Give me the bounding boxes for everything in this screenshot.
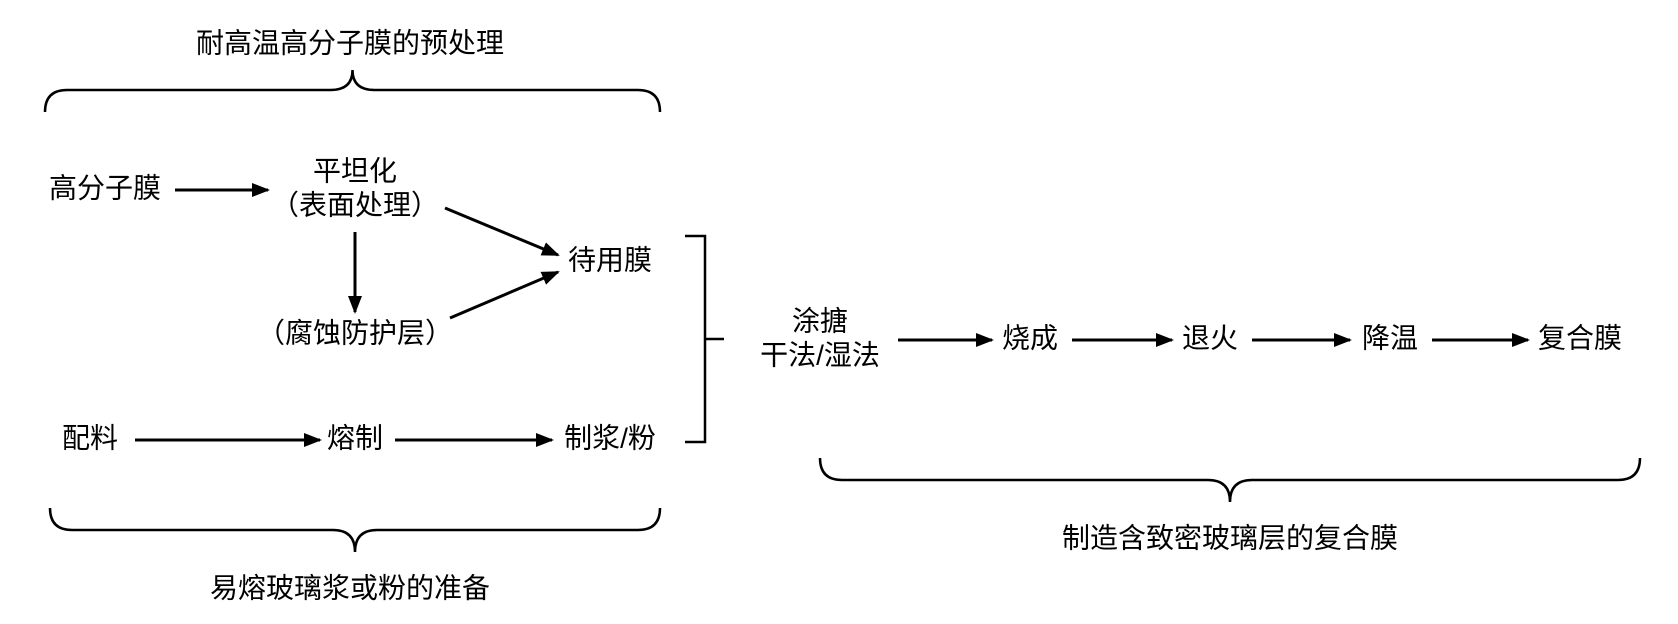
node-planarization-line-0: 平坦化: [313, 155, 397, 186]
node-corrosion: （腐蚀防护层）: [257, 317, 453, 348]
section-label-top_label: 耐高温高分子膜的预处理: [196, 27, 504, 58]
node-coating-line-0: 涂搪: [792, 305, 848, 336]
section-label-bottom_label: 易熔玻璃浆或粉的准备: [210, 572, 490, 603]
brace-bottom-right: [820, 458, 1640, 502]
node-firing-line-0: 烧成: [1002, 322, 1058, 353]
node-melting: 熔制: [327, 422, 383, 453]
node-planarization: 平坦化（表面处理）: [271, 155, 439, 220]
node-annealing: 退火: [1182, 322, 1238, 353]
node-polymer_film-line-0: 高分子膜: [49, 172, 161, 203]
node-planarization-line-1: （表面处理）: [271, 189, 439, 220]
node-standby_film-line-0: 待用膜: [568, 244, 652, 275]
node-cooling: 降温: [1362, 322, 1418, 353]
node-firing: 烧成: [1002, 322, 1058, 353]
node-ingredients-line-0: 配料: [62, 422, 118, 453]
node-coating: 涂搪干法/湿法: [760, 305, 880, 370]
node-polymer_film: 高分子膜: [49, 172, 161, 203]
section-label-right_label: 制造含致密玻璃层的复合膜: [1062, 522, 1398, 553]
brace-top: [45, 70, 660, 112]
node-slurry: 制浆/粉: [564, 422, 656, 453]
arrow-corrosion-to-standby_film: [450, 272, 558, 318]
node-coating-line-1: 干法/湿法: [760, 339, 880, 370]
brace-bottom-left: [50, 508, 660, 552]
arrow-planarization-to-standby_film: [445, 208, 558, 255]
node-annealing-line-0: 退火: [1182, 322, 1238, 353]
node-melting-line-0: 熔制: [327, 422, 383, 453]
flowchart-canvas: 高分子膜 平坦化（表面处理） （腐蚀防护层） 待用膜配料 熔制 制浆/粉 涂搪干法/湿法 烧成…: [0, 0, 1678, 624]
node-cooling-line-0: 降温: [1362, 322, 1418, 353]
node-standby_film: 待用膜: [568, 244, 652, 275]
node-composite: 复合膜: [1538, 322, 1622, 353]
node-corrosion-line-0: （腐蚀防护层）: [257, 317, 453, 348]
merge-bracket: [685, 236, 724, 442]
node-slurry-line-0: 制浆/粉: [564, 422, 656, 453]
node-ingredients: 配料: [62, 422, 118, 453]
node-composite-line-0: 复合膜: [1538, 322, 1622, 353]
